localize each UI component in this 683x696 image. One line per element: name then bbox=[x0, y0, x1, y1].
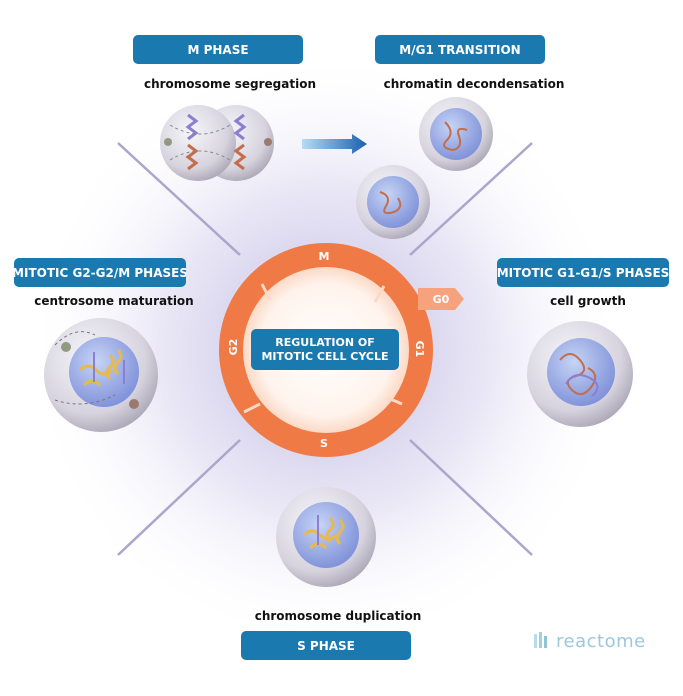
guide-line-top-left bbox=[117, 142, 241, 256]
m-phase-caption: chromosome segregation bbox=[143, 77, 317, 91]
ring-label-s: S bbox=[320, 437, 328, 450]
transition-arrow bbox=[302, 134, 367, 154]
duplicating-cell-icon bbox=[276, 487, 376, 587]
reactome-logo: reactome bbox=[532, 628, 646, 654]
ring-label-g2: G2 bbox=[227, 339, 240, 356]
guide-line-top-right bbox=[409, 142, 533, 256]
g1-s-phases-title[interactable]: MITOTIC G1-G1/S PHASES bbox=[497, 258, 669, 287]
center-title-line2: MITOTIC CELL CYCLE bbox=[261, 349, 389, 363]
centrosome-cell-icon bbox=[44, 318, 158, 432]
growing-cell-icon bbox=[527, 321, 633, 427]
s-phase-title[interactable]: S PHASE bbox=[241, 631, 411, 660]
guide-line-bottom-left bbox=[117, 439, 241, 556]
reactome-logo-icon bbox=[534, 632, 547, 648]
dividing-cell-icon bbox=[160, 105, 274, 181]
g2-m-caption: centrosome maturation bbox=[34, 294, 194, 308]
reactome-logo-text: reactome bbox=[556, 630, 646, 652]
center-title-line1: REGULATION OF bbox=[275, 335, 375, 349]
g0-arrow bbox=[418, 288, 464, 310]
m-phase-title[interactable]: M PHASE bbox=[133, 35, 303, 64]
m-g1-transition-title[interactable]: M/G1 TRANSITION bbox=[375, 35, 545, 64]
ring-label-m: M bbox=[319, 250, 330, 263]
daughter-cell-icon bbox=[356, 97, 493, 239]
center-title-box[interactable]: REGULATION OF MITOTIC CELL CYCLE bbox=[251, 329, 399, 370]
guide-lines bbox=[117, 142, 533, 556]
m-g1-caption: chromatin decondensation bbox=[383, 77, 565, 91]
guide-line-bottom-right bbox=[409, 439, 533, 556]
ring-label-g1: G1 bbox=[413, 341, 426, 358]
ring-label-g0: G0 bbox=[433, 293, 450, 306]
g1-s-caption: cell growth bbox=[550, 294, 626, 308]
g2-m-phases-title[interactable]: MITOTIC G2-G2/M PHASES bbox=[14, 258, 186, 287]
s-phase-caption: chromosome duplication bbox=[254, 609, 422, 623]
